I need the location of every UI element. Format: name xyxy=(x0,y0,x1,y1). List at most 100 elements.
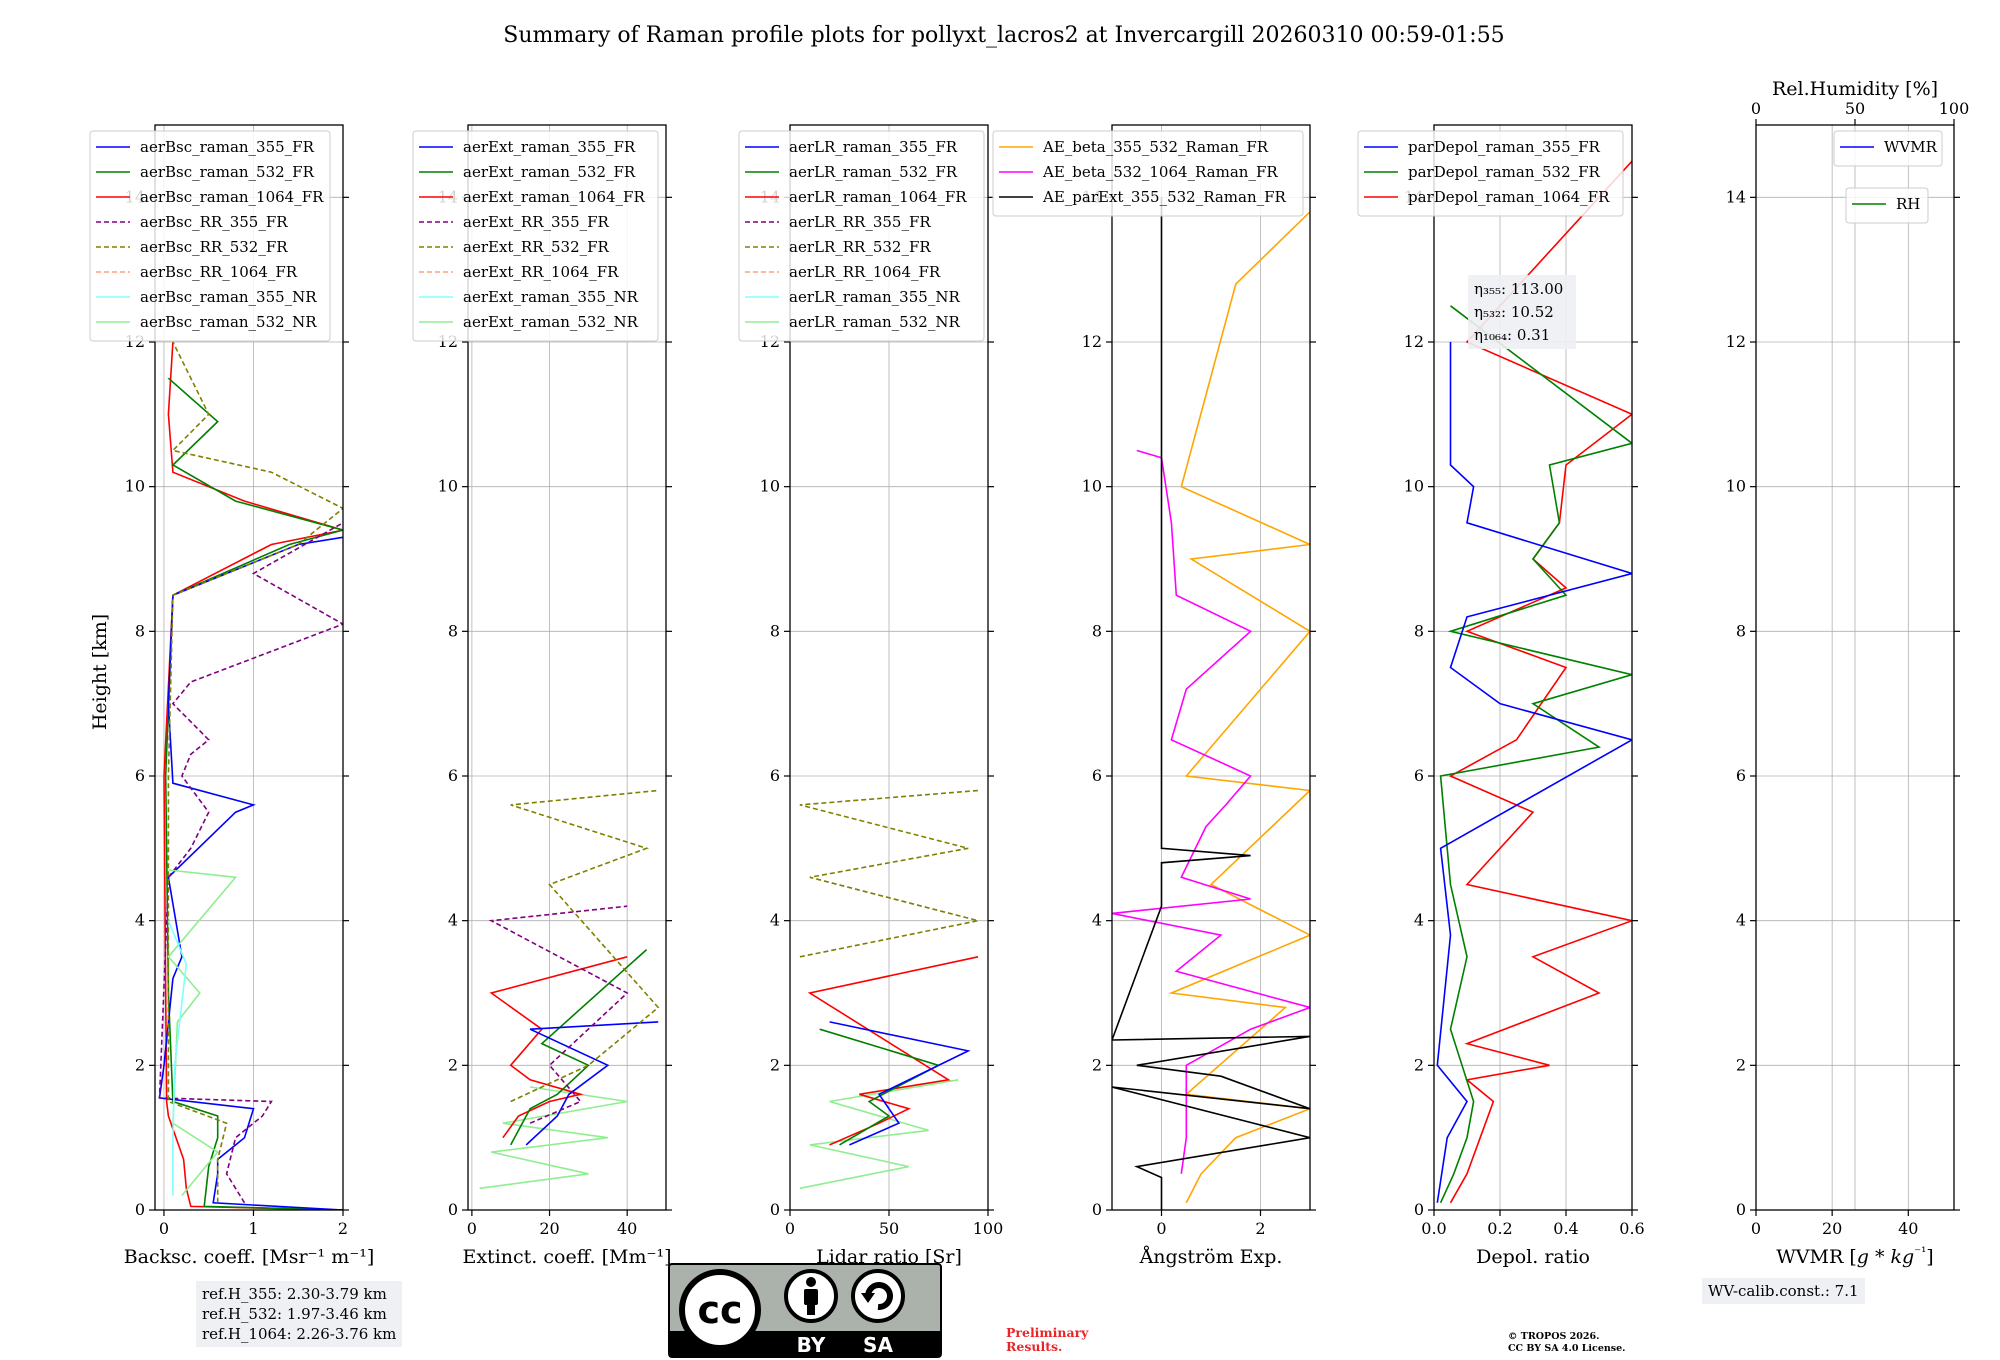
legend: WVMR xyxy=(1833,130,1943,167)
axes-frame xyxy=(467,124,667,1211)
ref-height-1064: ref.H_1064: 2.26-3.76 km xyxy=(202,1325,397,1343)
x-tick-label: 50 xyxy=(879,1219,899,1238)
legend-entry: aerExt_raman_355_NR xyxy=(463,288,639,306)
series-AE_beta_355_532_Raman_FR xyxy=(1168,211,1310,1204)
x-tick-label: 0 xyxy=(159,1219,169,1238)
eta-value: η₅₃₂: 10.52 xyxy=(1474,303,1554,321)
legend: parDepol_raman_355_FR parDepol_raman_532_… xyxy=(1357,130,1624,217)
y-tick-label: 8 xyxy=(448,621,458,640)
y-tick-label: 12 xyxy=(1082,332,1102,351)
series-aerExt_RR_355_FR xyxy=(488,905,629,1124)
legend-frame xyxy=(738,130,985,342)
x-tick-label: 0 xyxy=(467,1219,477,1238)
x-tick-label: 0.4 xyxy=(1553,1219,1578,1238)
sa-label: SA xyxy=(863,1333,893,1357)
legend-entry: aerBsc_RR_1064_FR xyxy=(140,263,298,281)
series-aerBsc_RR_355_FR xyxy=(158,522,343,1204)
attribution-icon xyxy=(784,1269,838,1323)
series-aerExt_RR_532_FR xyxy=(510,789,660,1103)
series-aerLR_raman_532_NR xyxy=(799,1079,959,1190)
x-tick-label: 0.6 xyxy=(1619,1219,1644,1238)
annotation-box xyxy=(1468,275,1576,349)
x-tick-label: 0 xyxy=(1156,1219,1166,1238)
legend-entry: aerExt_RR_1064_FR xyxy=(463,263,619,281)
y-tick-label: 12 xyxy=(1726,332,1746,351)
y-tick-label: 8 xyxy=(1736,621,1746,640)
top-x-tick-label: 50 xyxy=(1845,99,1865,118)
legend-frame xyxy=(1845,187,1929,224)
x-tick-label: 0 xyxy=(785,1219,795,1238)
y-tick-label: 4 xyxy=(770,911,780,930)
series-aerBsc_raman_1064_FR xyxy=(163,341,343,1210)
legend-entry: aerLR_RR_532_FR xyxy=(789,238,931,256)
y-tick-label: 0 xyxy=(770,1200,780,1219)
y-tick-label: 8 xyxy=(1414,621,1424,640)
legend-entry: aerExt_raman_532_FR xyxy=(463,163,636,181)
x-tick-label: 40 xyxy=(1898,1219,1918,1238)
y-tick-label: 4 xyxy=(448,911,458,930)
series-aerBsc_RR_532_FR xyxy=(167,341,343,1203)
series-aerExt_raman_532_NR xyxy=(479,1086,628,1190)
series-aerBsc_raman_532_NR xyxy=(167,869,238,1197)
series-parDepol_raman_1064_FR xyxy=(1448,160,1632,1204)
legend-entry: aerBsc_raman_1064_FR xyxy=(140,188,324,206)
x-tick-label: 20 xyxy=(1822,1219,1842,1238)
preliminary-line-1: Preliminary xyxy=(1006,1325,1089,1340)
y-tick-label: 0 xyxy=(1736,1200,1746,1219)
legend-frame xyxy=(89,130,331,342)
x-tick-label: 1 xyxy=(248,1219,258,1238)
x-axis-label: Ångström Exp. xyxy=(1139,1246,1283,1268)
series-AE_parExt_355_532_Raman_FR xyxy=(1112,197,1310,1210)
series-AE_beta_532_1064_Raman_FR xyxy=(1112,449,1310,1174)
y-tick-label: 2 xyxy=(448,1055,458,1074)
share-alike-icon xyxy=(851,1269,905,1323)
legend-entry: parDepol_raman_532_FR xyxy=(1408,163,1601,181)
y-tick-label: 10 xyxy=(1082,477,1102,496)
series-aerLR_raman_355_FR xyxy=(829,1021,971,1146)
x-tick-label: 2 xyxy=(338,1219,348,1238)
reference-height-box: ref.H_355: 2.30-3.79 km ref.H_532: 1.97-… xyxy=(196,1281,403,1347)
legend-entry: aerBsc_raman_532_NR xyxy=(140,313,317,331)
y-tick-label: 10 xyxy=(438,477,458,496)
x-axis-label: Backsc. coeff. [Msr⁻¹ m⁻¹] xyxy=(124,1246,375,1268)
legend-entry: AE_beta_355_532_Raman_FR xyxy=(1042,138,1269,156)
axes-frame xyxy=(1433,124,1633,1211)
ref-height-355: ref.H_355: 2.30-3.79 km xyxy=(202,1285,387,1303)
series-aerExt_raman_532_FR xyxy=(509,949,648,1146)
legend-entry: aerBsc_RR_355_FR xyxy=(140,213,288,231)
legend: AE_beta_355_532_Raman_FR AE_beta_532_1064… xyxy=(992,130,1304,217)
cc-icon: cc xyxy=(697,1288,742,1332)
copyright-note: © TROPOS 2026. CC BY SA 4.0 License. xyxy=(1508,1331,1625,1355)
y-tick-label: 6 xyxy=(1736,766,1746,785)
y-tick-label: 6 xyxy=(135,766,145,785)
legend-entry: aerExt_RR_532_FR xyxy=(463,238,610,256)
wv-calibration-box: WV-calib.const.: 7.1 xyxy=(1702,1278,1865,1304)
y-tick-label: 6 xyxy=(1092,766,1102,785)
cc-by-sa-logo: cc BY SA xyxy=(668,1263,942,1358)
y-tick-label: 2 xyxy=(135,1055,145,1074)
y-tick-label: 2 xyxy=(1092,1055,1102,1074)
y-tick-label: 0 xyxy=(1092,1200,1102,1219)
series-group xyxy=(1436,160,1632,1204)
series-aerExt_raman_1064_FR xyxy=(489,956,628,1139)
legend-entry: aerBsc_raman_532_FR xyxy=(140,163,315,181)
y-tick-label: 8 xyxy=(135,621,145,640)
series-aerLR_raman_532_FR xyxy=(819,1028,941,1146)
legend-entry: parDepol_raman_1064_FR xyxy=(1408,188,1610,206)
x-tick-label: 20 xyxy=(539,1219,559,1238)
series-aerLR_raman_1064_FR xyxy=(807,956,979,1146)
x-axis-label: Lidar ratio [Sr] xyxy=(816,1246,962,1268)
x-tick-label: 0.2 xyxy=(1487,1219,1512,1238)
legend-entry: aerLR_raman_355_FR xyxy=(789,138,958,156)
legend-entry: aerLR_raman_1064_FR xyxy=(789,188,967,206)
legend-entry: aerLR_raman_355_NR xyxy=(789,288,960,306)
panel-lr: 05010002468101214Lidar ratio [Sr]aerLR_r… xyxy=(738,124,1003,1268)
series-aerLR_RR_532_FR xyxy=(799,789,979,958)
x-tick-label: 2 xyxy=(1255,1219,1265,1238)
y-tick-label: 10 xyxy=(1404,477,1424,496)
legend-entry: AE_beta_532_1064_Raman_FR xyxy=(1042,163,1278,181)
legend-entry: aerLR_raman_532_FR xyxy=(789,163,958,181)
series-group xyxy=(1112,197,1310,1210)
figure-title: Summary of Raman profile plots for polly… xyxy=(503,23,1504,48)
